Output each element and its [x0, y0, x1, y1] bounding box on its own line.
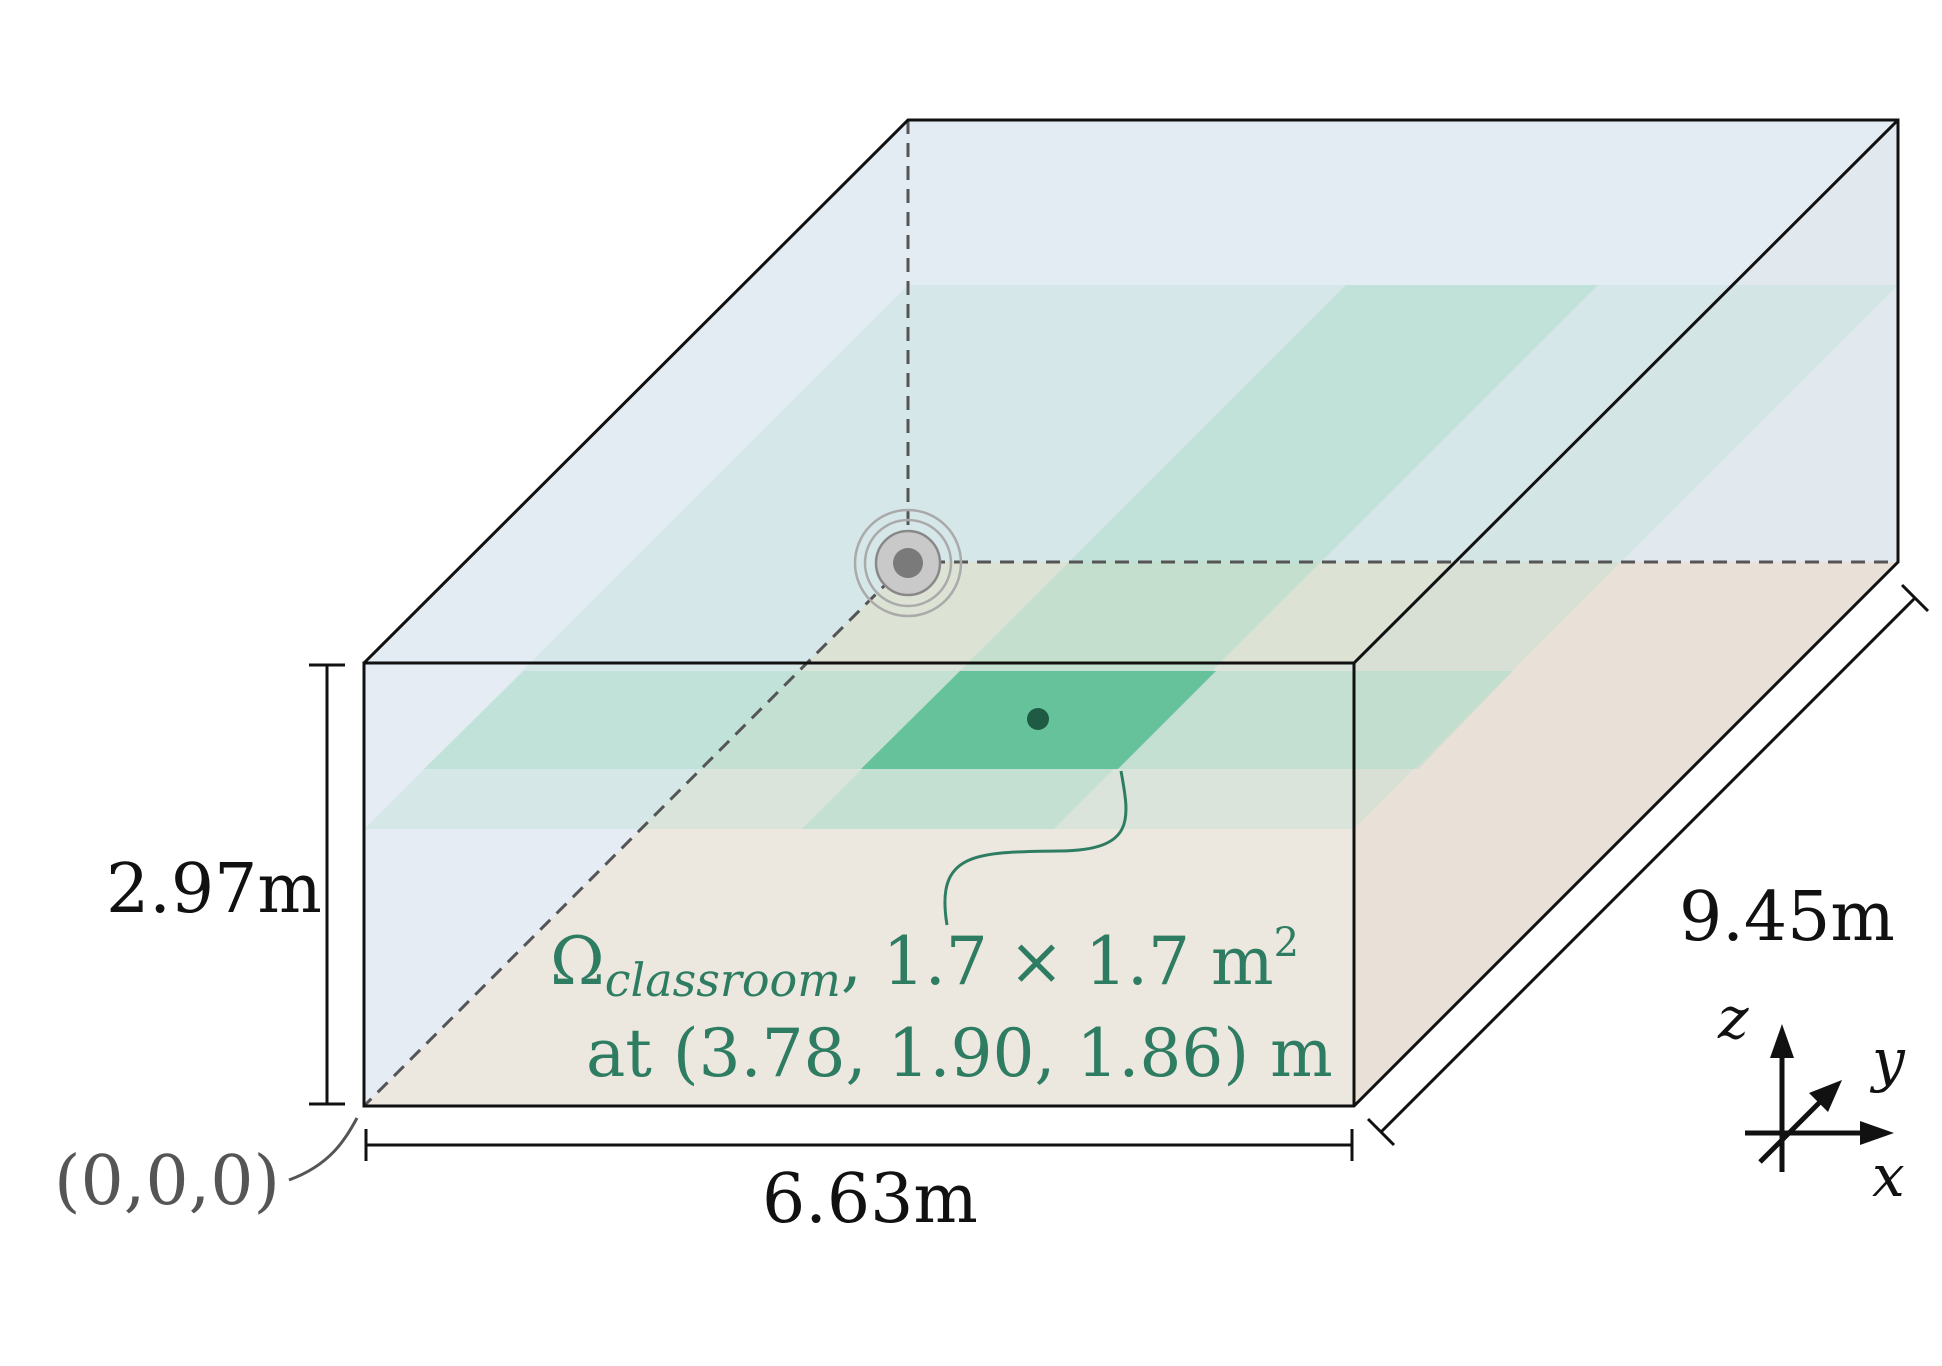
depth-dimension: [1366, 583, 1930, 1147]
x-axis-label: x: [1872, 1142, 1905, 1210]
z-axis-arrowhead: [1770, 1024, 1794, 1058]
region-center-dot: [1027, 708, 1049, 730]
region-subscript: classroom: [605, 953, 841, 1007]
height-label: 2.97m: [106, 850, 322, 929]
y-axis-label: y: [1869, 1026, 1906, 1094]
region-size-exponent: 2: [1274, 920, 1299, 966]
width-dimension: [364, 1129, 1354, 1161]
axis-triad: [1745, 1046, 1872, 1172]
region-label-line2: at (3.78, 1.90, 1.86) m: [586, 1015, 1333, 1092]
y-axis-arrowhead: [1809, 1080, 1842, 1112]
visible-edges: [362, 118, 1900, 1108]
front-face-tint: [364, 663, 1354, 1106]
measurement-plane: [364, 285, 1898, 829]
region-symbol: Ω: [550, 923, 605, 1000]
region-label-line1: Ωclassroom, 1.7 × 1.7 m2: [550, 920, 1299, 1007]
x-axis-arrowhead: [1860, 1121, 1894, 1145]
z-axis-label: z: [1717, 984, 1749, 1052]
origin-label: (0,0,0): [54, 1142, 280, 1221]
hidden-edges: [362, 120, 1898, 1108]
depth-label: 9.45m: [1679, 878, 1895, 957]
region-leader-line: [943, 770, 1128, 926]
right-face-tint: [1354, 120, 1898, 1106]
width-label: 6.63m: [762, 1160, 978, 1239]
floor-plane: [364, 562, 1898, 1106]
origin-leader-line: [288, 1117, 359, 1182]
region-size: , 1.7 × 1.7 m: [841, 923, 1274, 1000]
height-dimension: [309, 663, 345, 1106]
sound-source-icon: [853, 508, 963, 618]
